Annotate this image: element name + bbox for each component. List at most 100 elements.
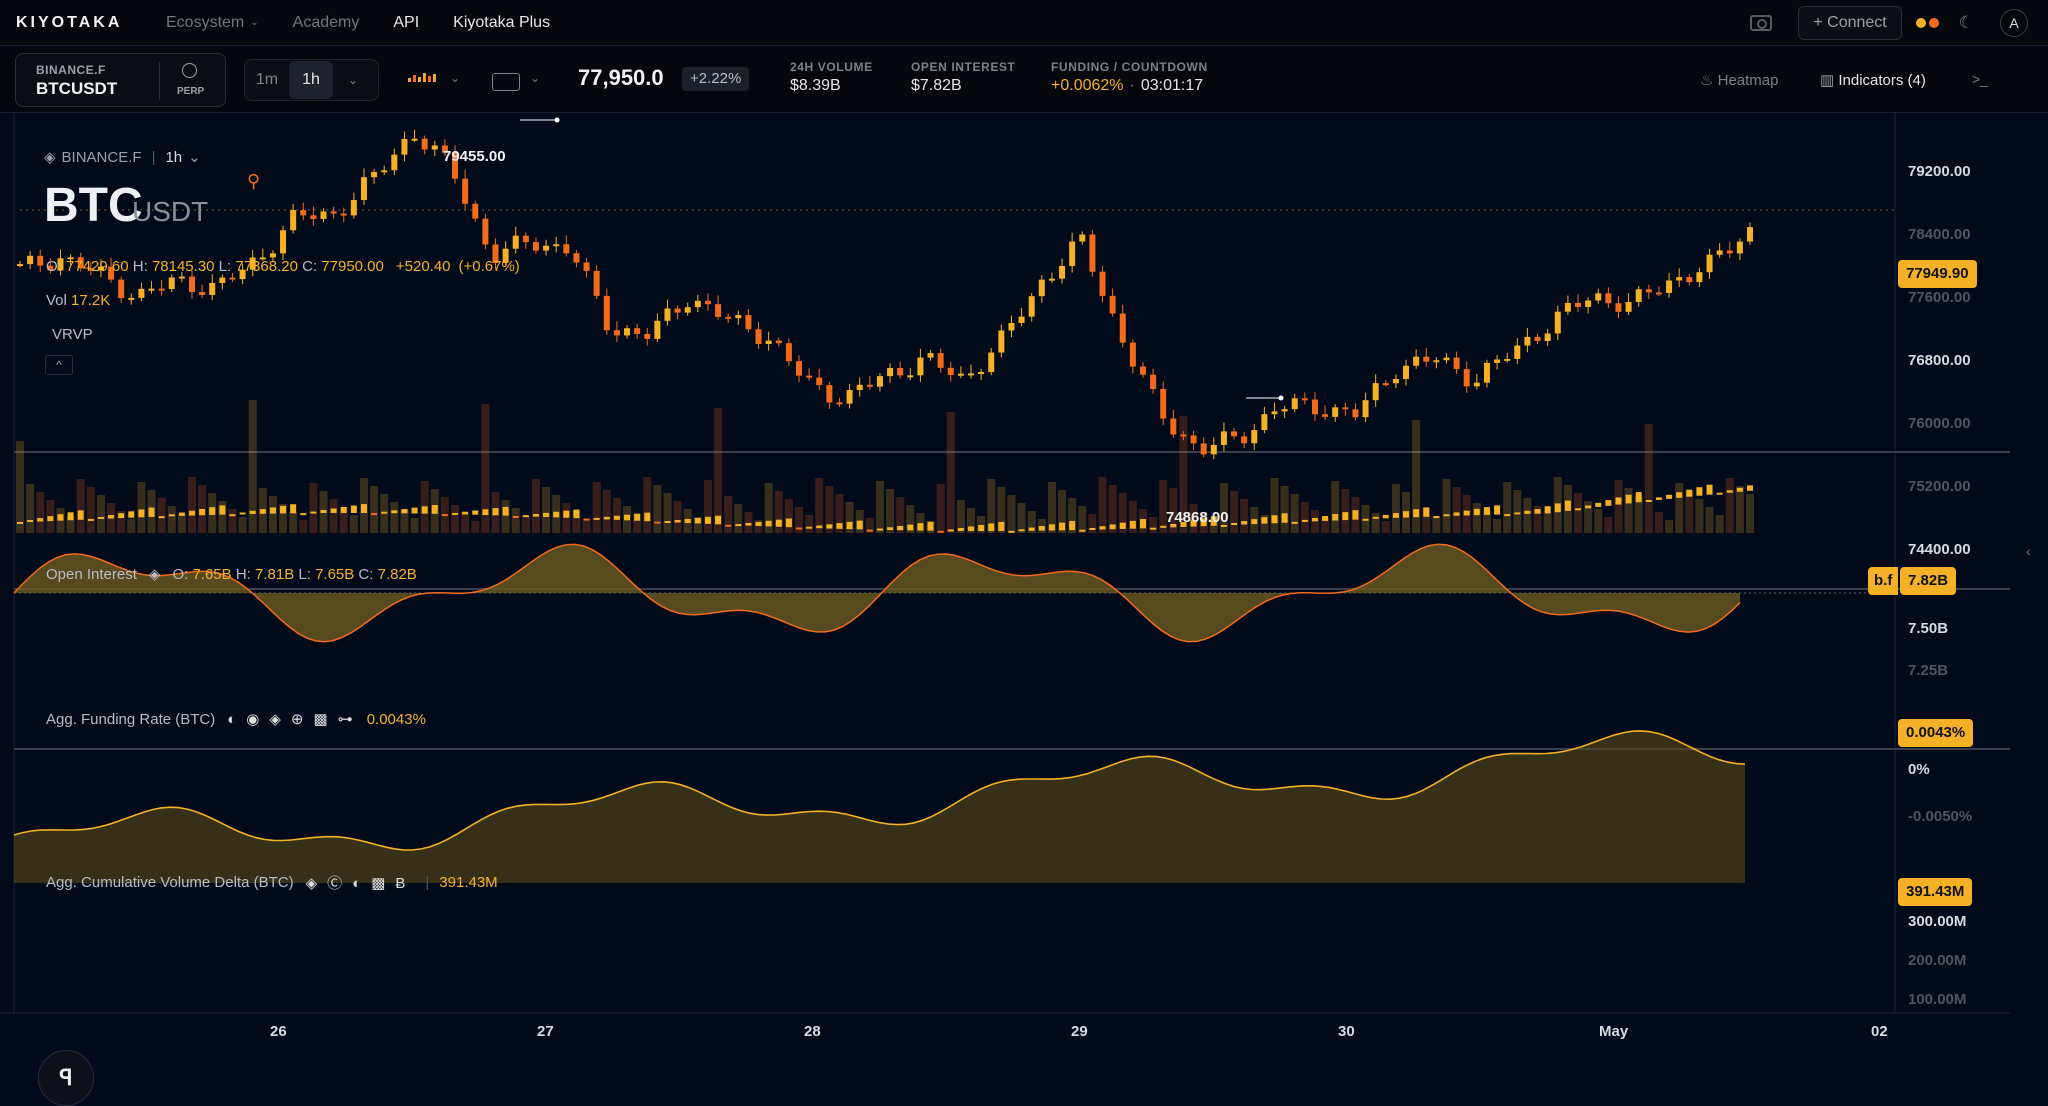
symbol-name: BTCUSDT: [36, 79, 118, 98]
kiyotaka-logo[interactable]: KIYOTAKA: [16, 13, 123, 31]
oi-bar: [199, 508, 206, 516]
volume-bar: [1412, 420, 1421, 533]
symbol-exchange: BINANCE.F: [36, 63, 106, 77]
oi-bar: [725, 524, 732, 527]
oi-bar: [1079, 529, 1086, 532]
oi-bar: [360, 504, 367, 514]
oi-bar: [745, 522, 752, 526]
heatmap-button[interactable]: ♨ Heatmap: [1700, 71, 1779, 89]
kiyotaka-logo-icon: ꟼ: [59, 1065, 73, 1090]
oi-bar: [1413, 509, 1420, 518]
volume-bar: [774, 491, 783, 533]
vrvp-legend[interactable]: VRVP: [52, 326, 93, 343]
volume-bar: [1128, 501, 1137, 533]
symbol-selector[interactable]: BINANCE.F BTCUSDT PERP: [15, 53, 226, 107]
nav-plus-label: Kiyotaka Plus: [453, 13, 551, 31]
oi-bar: [158, 516, 165, 519]
candle-body: [199, 292, 206, 295]
oi-l-label: L:: [294, 565, 316, 583]
terminal-icon[interactable]: >_: [1972, 71, 1988, 87]
camera-icon[interactable]: [1750, 15, 1773, 31]
candle-body: [1736, 241, 1743, 254]
oi-bar: [1210, 516, 1217, 526]
oi-bar: [907, 524, 914, 531]
oi-bar: [47, 516, 54, 522]
oi-bar: [401, 508, 408, 514]
chevron-down-icon[interactable]: ⌄: [530, 71, 541, 85]
chart-area[interactable]: ◈ BINANCE.F | 1h ⌄ BTC USDT ⚲ O: 77429.6…: [0, 113, 2048, 1106]
main-legend-exchange[interactable]: ◈ BINANCE.F | 1h ⌄: [44, 148, 201, 167]
cvd-area: [14, 730, 1745, 883]
volume-bar: [744, 512, 753, 533]
nav-api[interactable]: API: [393, 14, 419, 32]
oi-bar: [1463, 510, 1470, 516]
candle-body: [1645, 289, 1652, 293]
oi-bar: [684, 518, 691, 523]
brand-dots-icon[interactable]: [1915, 18, 1939, 28]
oi-bar: [1595, 502, 1602, 508]
volume-bar: [1280, 486, 1289, 533]
nav-academy[interactable]: Academy: [293, 14, 360, 32]
funding-value: 0.0043%: [366, 710, 426, 728]
timeframe-1h[interactable]: 1h: [289, 61, 333, 99]
collapse-sidebar-icon[interactable]: ‹: [2026, 543, 2031, 559]
oi-bar: [1736, 487, 1743, 492]
collapse-legend-button[interactable]: ^: [45, 355, 73, 375]
timeframe-1m[interactable]: 1m: [255, 71, 279, 88]
volume-bar: [1310, 510, 1319, 533]
nav-kiyotaka-plus[interactable]: Kiyotaka Plus: [453, 14, 550, 32]
kiyotaka-assistant-button[interactable]: ꟼ: [38, 1050, 94, 1106]
volume-bar: [1381, 521, 1390, 533]
candle-body: [967, 373, 974, 376]
oi-bar: [1372, 516, 1379, 519]
candle-body: [866, 384, 873, 387]
candle-body: [1018, 316, 1025, 323]
candle-body: [1392, 379, 1399, 384]
chevron-down-icon[interactable]: ⌄: [450, 71, 461, 85]
avatar[interactable]: A: [2000, 9, 2028, 37]
candle-body: [1473, 382, 1480, 387]
pin-icon[interactable]: ⚲: [247, 171, 261, 191]
oi-bar: [1028, 527, 1035, 531]
y-axis-label: 77600.00: [1908, 289, 1971, 306]
oi-value-box: 7.82B: [1900, 567, 1957, 595]
nav-ecosystem-label: Ecosystem: [166, 13, 245, 31]
candle-body: [209, 282, 216, 295]
ohlc-h-label: H:: [128, 258, 152, 275]
candle-body: [1089, 234, 1096, 272]
chart-canvas[interactable]: [0, 113, 2048, 1053]
candle-body: [1625, 301, 1632, 312]
volume-bar: [1665, 520, 1674, 533]
candle-body: [1231, 431, 1238, 437]
indicators-button[interactable]: ▥ Indicators (4): [1820, 71, 1926, 89]
candlestick-type-icon[interactable]: [408, 73, 436, 82]
volume-bar: [1058, 490, 1067, 533]
layout-icon[interactable]: [492, 73, 520, 91]
volume-bar: [1482, 511, 1491, 533]
candle-body: [1726, 250, 1733, 254]
volume-bar: [1108, 485, 1117, 533]
oi-bar: [603, 516, 610, 520]
chevron-down-icon[interactable]: ⌄: [347, 73, 359, 87]
candle-body: [1109, 295, 1116, 314]
volume-bar: [187, 477, 196, 533]
oi-bar: [57, 514, 64, 521]
cvd-y-axis-label: 300.00M: [1908, 913, 1967, 930]
oi-bar: [1190, 520, 1197, 527]
volume-bar: [1240, 499, 1249, 533]
candle-body: [1747, 227, 1753, 242]
candle-body: [917, 357, 924, 376]
oi-bar: [330, 508, 337, 514]
connect-button[interactable]: + Connect: [1798, 6, 1902, 40]
candle-body: [1655, 292, 1662, 295]
binance-icon: ◈: [148, 566, 161, 583]
candle-body: [27, 255, 34, 265]
nav-ecosystem[interactable]: Ecosystem ⌄: [166, 14, 259, 32]
oi-bar: [411, 507, 418, 514]
volume-bar: [1179, 416, 1188, 533]
stat-label: 24H VOLUME: [790, 60, 873, 74]
oi-bar: [1483, 507, 1490, 515]
oi-bar: [118, 513, 125, 519]
moon-icon[interactable]: ☾: [1958, 13, 1974, 32]
oi-bar: [188, 510, 195, 516]
